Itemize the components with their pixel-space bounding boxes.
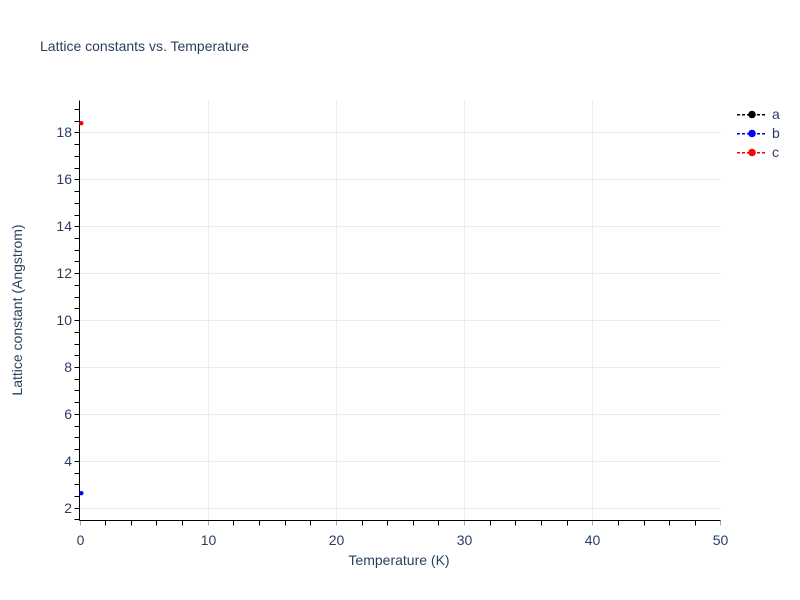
svg-text:6: 6 <box>64 406 72 422</box>
svg-text:10: 10 <box>201 532 217 548</box>
svg-text:c: c <box>772 144 779 160</box>
svg-text:0: 0 <box>77 532 85 548</box>
svg-text:8: 8 <box>64 359 72 375</box>
svg-text:20: 20 <box>329 532 345 548</box>
svg-text:16: 16 <box>56 171 72 187</box>
svg-text:14: 14 <box>56 218 72 234</box>
svg-text:Lattice constant (Angstrom): Lattice constant (Angstrom) <box>9 224 25 395</box>
svg-text:4: 4 <box>64 453 72 469</box>
svg-text:50: 50 <box>713 532 729 548</box>
svg-text:18: 18 <box>56 124 72 140</box>
svg-text:40: 40 <box>585 532 601 548</box>
svg-text:10: 10 <box>56 312 72 328</box>
svg-text:Temperature (K): Temperature (K) <box>348 552 449 568</box>
svg-text:b: b <box>772 125 780 141</box>
svg-text:12: 12 <box>56 265 72 281</box>
svg-text:a: a <box>772 106 780 122</box>
svg-text:2: 2 <box>64 500 72 516</box>
svg-text:30: 30 <box>457 532 473 548</box>
